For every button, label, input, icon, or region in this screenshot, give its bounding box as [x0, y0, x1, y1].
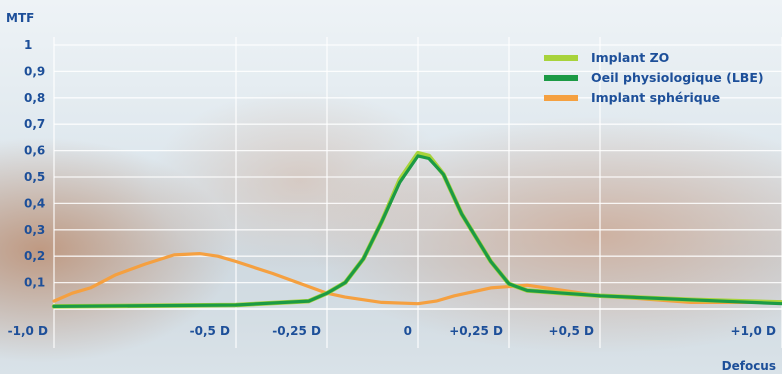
- y-tick-label: 0,4: [24, 196, 45, 210]
- x-tick-label: 0: [404, 324, 412, 338]
- series-line: [52, 154, 782, 308]
- x-tick-label: +0,5 D: [549, 324, 594, 338]
- y-tick-label: 0,6: [24, 144, 45, 158]
- x-tick-labels: -1,0 D -0,5 D -0,25 D 0 +0,25 D +0,5 D +1,0 D: [8, 324, 776, 338]
- x-tick-label: -0,25 D: [272, 324, 321, 338]
- y-tick-label: 0,7: [24, 117, 45, 131]
- legend-swatch: [544, 75, 578, 81]
- y-tick-label: 0,3: [24, 223, 45, 237]
- legend-label: Implant ZO: [591, 50, 669, 65]
- grid: [53, 37, 782, 348]
- legend-swatch: [544, 95, 578, 101]
- legend-label: Oeil physiologique (LBE): [591, 70, 764, 85]
- y-tick-label: 0,9: [24, 64, 45, 78]
- x-tick-label: -0,5 D: [190, 324, 230, 338]
- series-lines: [51, 150, 782, 309]
- legend-label: Implant sphérique: [591, 90, 720, 105]
- y-tick-label: 0,1: [24, 276, 45, 290]
- legend: Implant ZO Oeil physiologique (LBE) Implan…: [544, 50, 764, 105]
- y-tick-label: 0,2: [24, 249, 45, 263]
- y-axis-label: MTF: [6, 11, 34, 25]
- y-tick-labels: 0,1 0,2 0,3 0,4 0,5 0,6 0,7 0,8 0,9 1: [24, 38, 45, 290]
- x-axis-label: Defocus: [722, 359, 776, 373]
- y-tick-label: 0,5: [24, 170, 45, 184]
- x-tick-label: +1,0 D: [731, 324, 776, 338]
- y-tick-label: 1: [24, 38, 32, 52]
- x-tick-label: +0,25 D: [449, 324, 503, 338]
- legend-swatch: [544, 55, 578, 61]
- y-tick-label: 0,8: [24, 91, 45, 105]
- x-tick-label: -1,0 D: [8, 324, 48, 338]
